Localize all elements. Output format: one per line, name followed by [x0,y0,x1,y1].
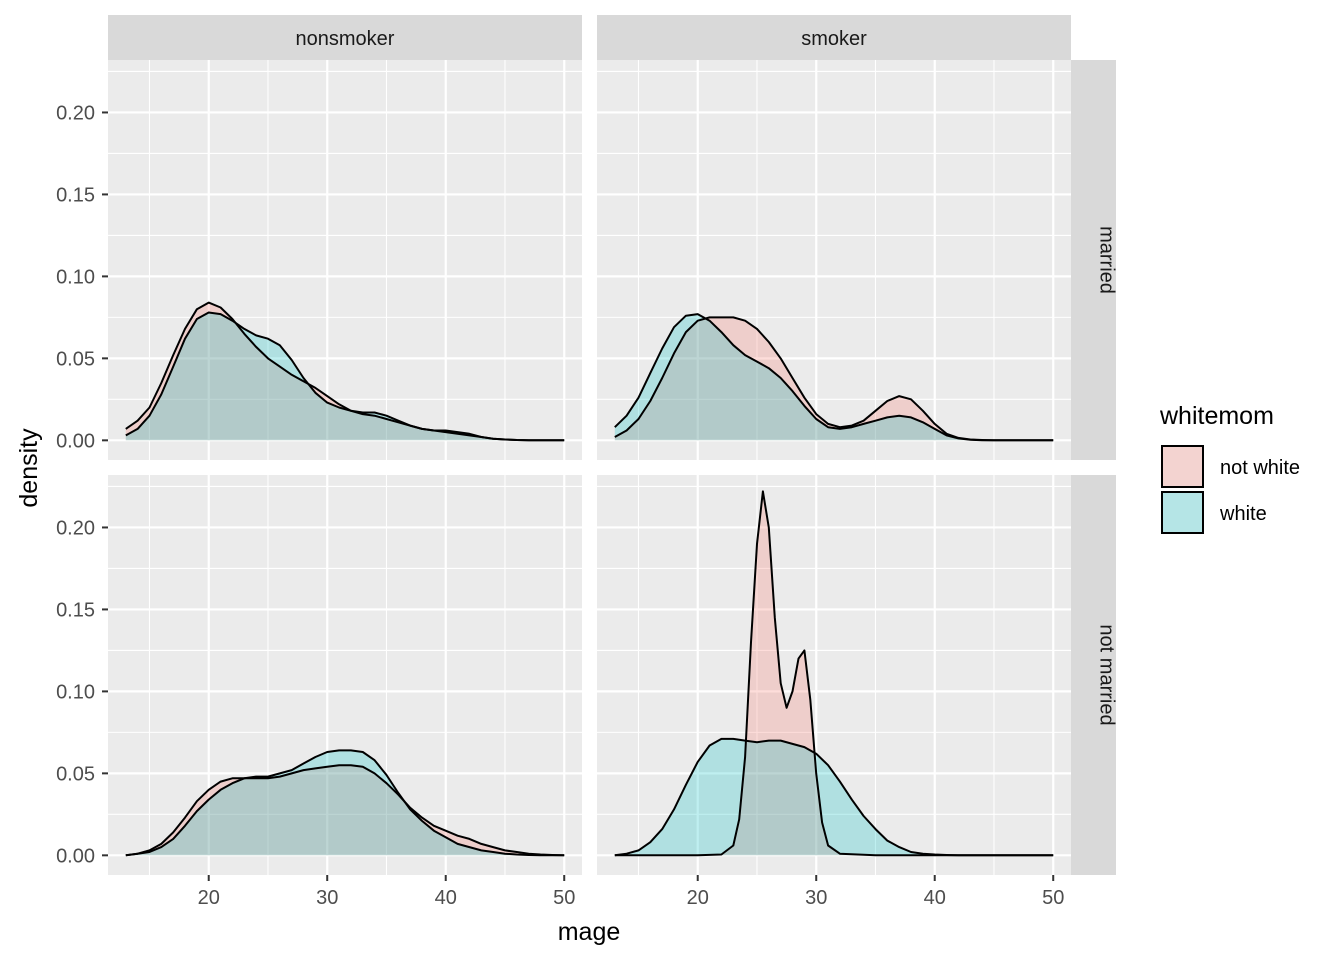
x-tick-label: 30 [316,887,338,909]
panel-nonsmoker-married [108,60,582,460]
strip-label-nonsmoker: nonsmoker [296,28,395,50]
x-axis-title: mage [558,918,621,946]
density-line-white [125,311,565,442]
density-area-not-white [125,302,565,441]
density-line-white [614,737,1054,857]
legend-swatch-white [1161,491,1204,534]
legend-key-background [1161,491,1204,534]
legend-label-not-white: not white [1220,457,1300,479]
y-tick-label: 0.05 [56,348,95,370]
y-tick-label: 0.05 [56,763,95,785]
legend-label-white: white [1219,503,1267,525]
panel-smoker-not-married [597,475,1071,875]
x-tick-label: 40 [435,887,457,909]
density-area-not-white [614,317,1054,441]
x-tick-label: 30 [805,887,827,909]
legend: whitemom not white white [1159,402,1300,534]
density-area-not-white [125,765,565,856]
y-tick-label: 0.00 [56,845,95,867]
axes-layer: 0.00 0.05 0.10 0.15 0.20 0.00 0.05 0.10 0.15 0.20… [56,102,1064,909]
density-area-white [614,738,1054,856]
y-tick-label: 0.15 [56,184,95,206]
y-axis-title: density [15,428,43,508]
x-tick-label: 50 [553,887,575,909]
density-line-not-white [125,764,565,857]
x-tick-label: 50 [1042,887,1064,909]
panel-background [108,475,582,875]
x-tick-label: 20 [687,887,709,909]
strip-married [1071,60,1116,460]
density-area-white [125,750,565,856]
y-tick-label: 0.10 [56,266,95,288]
y-tick-label: 0.00 [56,430,95,452]
legend-title: whitemom [1159,402,1274,430]
panel-background [108,60,582,460]
strip-label-not-married: not married [1096,624,1118,725]
y-tick-label: 0.20 [56,517,95,539]
strip-nonsmoker [108,15,582,60]
strip-label-smoker: smoker [801,28,867,50]
y-tick-label: 0.15 [56,599,95,621]
panel-smoker-married [597,60,1071,460]
y-tick-label: 0.10 [56,681,95,703]
strip-smoker [597,15,1071,60]
y-tick-label: 0.20 [56,102,95,124]
panel-background [597,475,1071,875]
strips-layer: nonsmoker smoker married not married [108,15,1118,875]
x-tick-label: 40 [924,887,946,909]
legend-swatch-not-white [1161,445,1204,488]
panel-nonsmoker-not-married [108,475,582,875]
panel-background [597,60,1071,460]
density-line-not-white [614,490,1054,857]
density-area-white [614,314,1054,441]
density-line-white [614,313,1054,442]
panels-layer [108,60,1071,875]
density-area-white [125,312,565,441]
x-tick-label: 20 [198,887,220,909]
legend-key-not-white: not white [1161,445,1300,488]
strip-label-married: married [1096,226,1118,294]
strip-not-married [1071,475,1116,875]
legend-key-white: white [1161,491,1267,534]
legend-key-background [1161,445,1204,488]
density-line-white [125,749,565,857]
